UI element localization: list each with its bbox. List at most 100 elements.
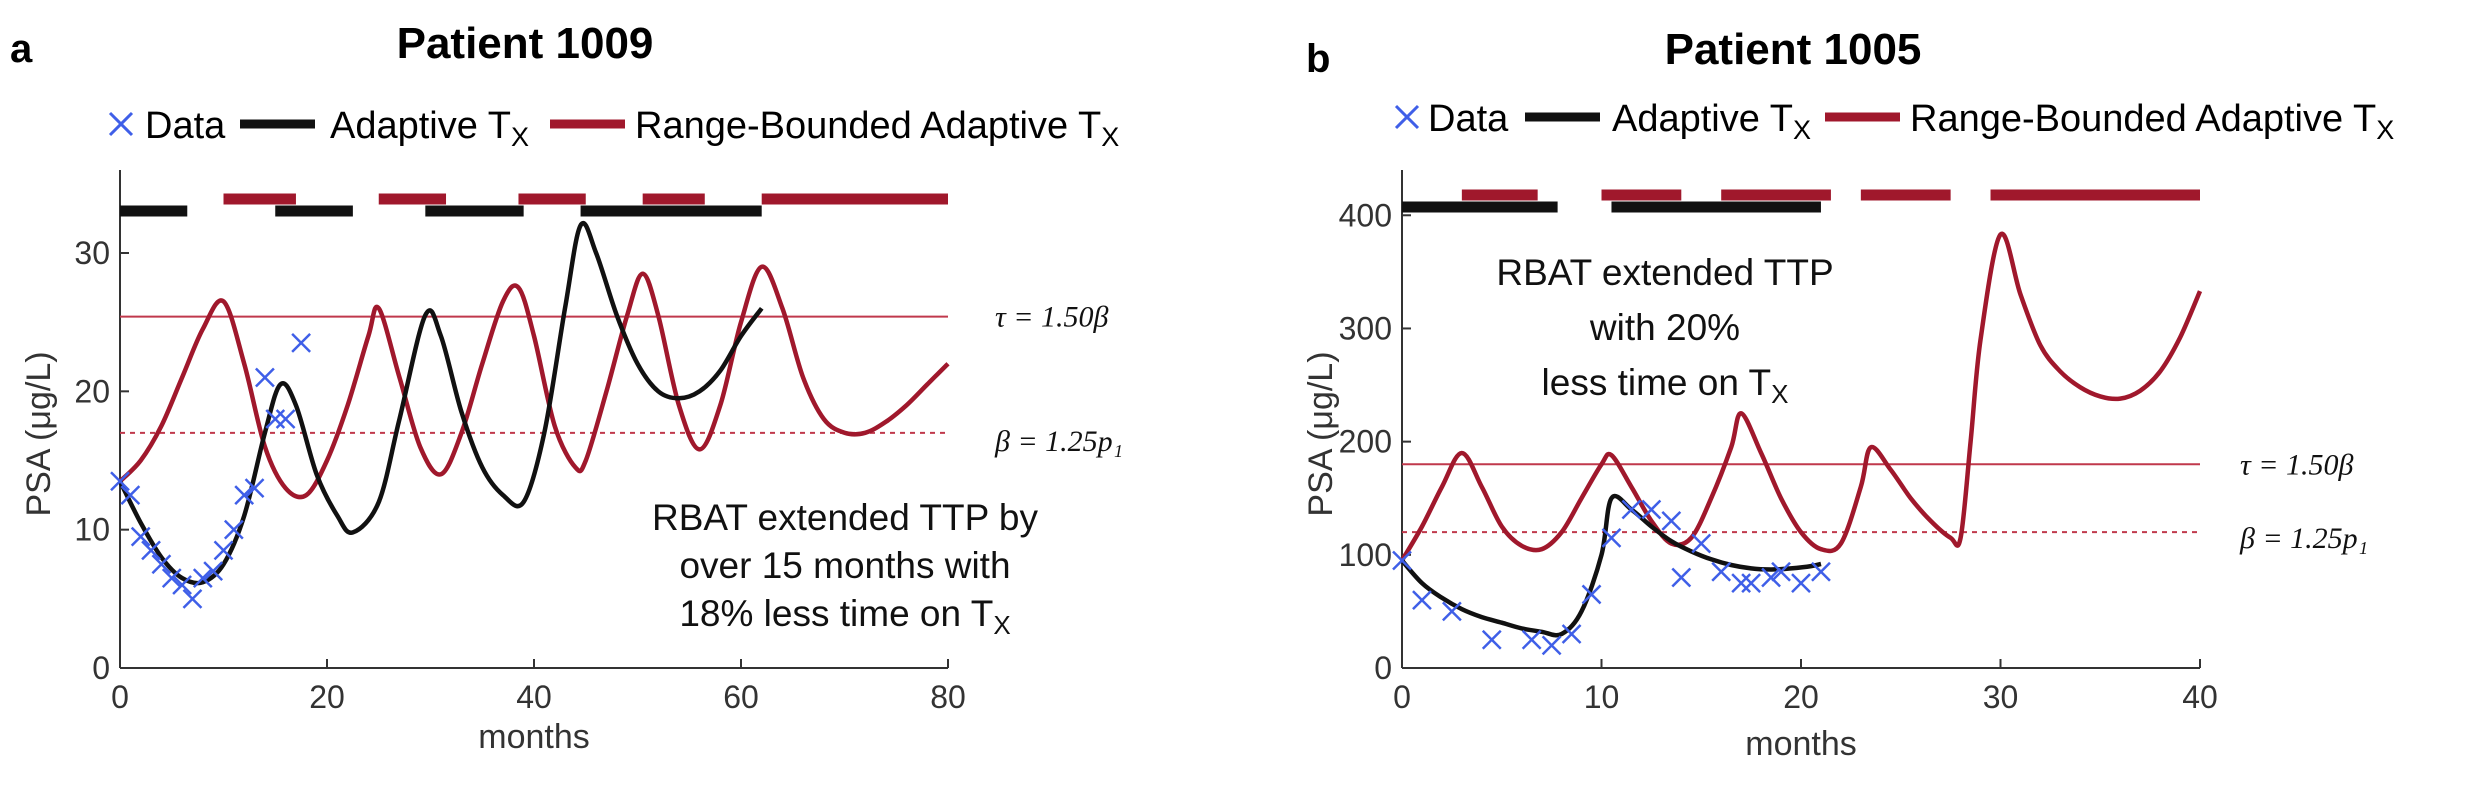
data-point	[130, 526, 151, 547]
data-point	[1811, 561, 1831, 582]
threshold-beta-label: β = 1.25p₁	[994, 425, 1123, 458]
rbat-psa-line	[1400, 231, 2203, 562]
data-point	[1481, 629, 1502, 650]
panel-a-letter: a	[10, 27, 33, 71]
adaptive-psa-line	[1400, 493, 1822, 638]
data-point	[1661, 510, 1682, 531]
data-point-stroke	[255, 367, 275, 388]
data-point-stroke	[1711, 561, 1732, 582]
annotation-line: over 15 months with	[679, 545, 1010, 586]
data-point-stroke	[1581, 584, 1602, 605]
x-tick-label: 60	[723, 679, 759, 715]
data-point	[1671, 567, 1692, 588]
y-axis-label: PSA (μg/L)	[20, 351, 58, 516]
data-point	[1791, 573, 1811, 593]
data-point-stroke	[141, 540, 161, 561]
data-point-stroke	[1771, 561, 1791, 582]
y-tick-label: 20	[74, 373, 110, 409]
data-point	[234, 485, 255, 505]
data-point	[1392, 550, 1412, 571]
x-tick-label: 10	[1584, 679, 1620, 715]
data-point	[255, 367, 275, 388]
legend-rbat-label: Range-Bounded Adaptive TX	[1910, 98, 2394, 145]
panel-b-title: Patient 1005	[1665, 25, 1922, 74]
data-point-stroke	[234, 485, 255, 505]
y-tick-label: 0	[92, 650, 110, 686]
data-point	[172, 575, 192, 595]
x-tick-label: 80	[930, 679, 966, 715]
y-axis-label: PSA (μg/L)	[1302, 351, 1340, 516]
data-point	[120, 485, 141, 505]
data-point	[291, 333, 312, 353]
legend-data-icon	[1394, 104, 1420, 130]
legend-adaptive-label: Adaptive TX	[1612, 98, 1811, 145]
data-point	[244, 478, 265, 499]
panel-a-plot: 0 20 40 60 80 0 10 20 30 months PSA (μg/L) τ = 1.50…	[20, 170, 1123, 756]
data-point	[1641, 499, 1662, 520]
legend-data-label: Data	[1428, 98, 1509, 140]
threshold-beta-label: β = 1.25p₁	[2239, 522, 2368, 555]
data-point-stroke	[151, 554, 172, 575]
annotation-line: RBAT extended TTP	[1496, 252, 1833, 293]
data-point-stroke	[203, 561, 224, 582]
legend-rbat-label: Range-Bounded Adaptive TX	[635, 105, 1119, 152]
data-point-stroke	[1811, 561, 1831, 582]
data-point	[223, 519, 244, 540]
x-tick-label: 40	[516, 679, 552, 715]
data-point-stroke	[120, 485, 141, 505]
annotation-line: less time on TX	[1542, 362, 1789, 409]
data-point-stroke	[1731, 573, 1752, 593]
x-tick-label: 40	[2182, 679, 2218, 715]
panel-a-legend: Data Adaptive TX Range-Bounded Adaptive …	[108, 105, 1119, 152]
rbat-psa-line	[118, 264, 950, 500]
data-point	[213, 540, 234, 561]
data-point-stroke	[1561, 624, 1582, 644]
data-point	[182, 588, 203, 609]
data-point-stroke	[1641, 499, 1662, 520]
y-tick-label: 300	[1339, 310, 1392, 346]
data-point-stroke	[1661, 510, 1682, 531]
y-tick-label: 100	[1339, 537, 1392, 573]
data-point-stroke	[223, 519, 244, 540]
y-tick-label: 30	[74, 235, 110, 271]
data-point-stroke	[161, 568, 182, 588]
data-point	[1731, 573, 1752, 593]
data-point-stroke	[1541, 635, 1562, 656]
data-point-stroke	[1392, 550, 1412, 571]
data-point-stroke	[1761, 567, 1781, 588]
data-point-stroke	[192, 568, 213, 588]
data-point-stroke	[1481, 629, 1502, 650]
x-tick-label: 20	[1783, 679, 1819, 715]
data-point-stroke	[244, 478, 265, 499]
y-tick-label: 0	[1374, 650, 1392, 686]
data-point	[275, 409, 296, 429]
data-point-stroke	[110, 471, 130, 492]
x-tick-label: 20	[309, 679, 345, 715]
data-point	[1771, 561, 1791, 582]
data-point	[1711, 561, 1732, 582]
data-point	[1761, 567, 1781, 588]
data-point	[1691, 533, 1712, 554]
legend-adaptive-label: Adaptive TX	[330, 105, 529, 152]
y-tick-label: 400	[1339, 197, 1392, 233]
data-point-stroke	[1621, 499, 1642, 520]
legend-data-icon	[108, 111, 134, 137]
data-point	[1521, 629, 1542, 650]
x-tick-label: 30	[1983, 679, 2019, 715]
data-point	[1561, 624, 1582, 644]
data-point-stroke	[1412, 590, 1432, 610]
data-point	[1601, 527, 1622, 548]
annotation-line: 18% less time on TX	[679, 593, 1010, 640]
data-point-stroke	[1521, 629, 1542, 650]
data-point	[1412, 590, 1432, 610]
panel-b-legend: Data Adaptive TX Range-Bounded Adaptive …	[1394, 98, 2394, 145]
data-point	[151, 554, 172, 575]
data-point	[1741, 573, 1762, 593]
annotation-line: RBAT extended TTP by	[652, 497, 1038, 538]
data-point	[1541, 635, 1562, 656]
data-point-stroke	[291, 333, 312, 353]
data-point-stroke	[213, 540, 234, 561]
data-point	[141, 540, 161, 561]
